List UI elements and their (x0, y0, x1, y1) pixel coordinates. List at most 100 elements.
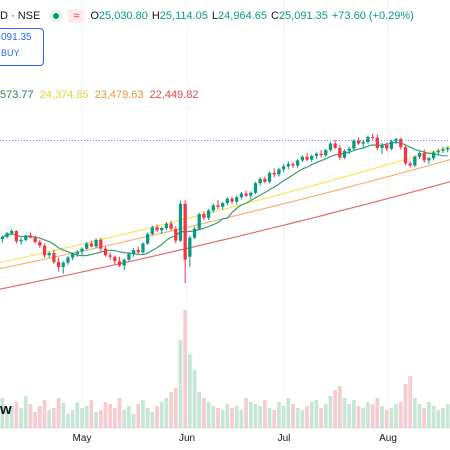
chart-header: D · NSE ≈ O 25,030.80 H 25,114.05 L 24,964.… (0, 8, 418, 24)
candle-body (10, 231, 14, 234)
candle-body (436, 150, 440, 153)
volume-bar (127, 406, 131, 428)
candle-body (33, 237, 37, 243)
volume-bar (131, 414, 136, 428)
tradingview-logo-fragment: w (0, 401, 12, 418)
volume-bar (37, 406, 42, 428)
candle-body (342, 150, 347, 158)
volume-bar (295, 408, 300, 428)
buy-button[interactable]: 091.35 BUY (0, 28, 44, 66)
volume-bar (267, 408, 272, 428)
candle-body (47, 253, 51, 256)
volume-bar (361, 408, 366, 428)
volume-bar (80, 408, 84, 428)
volume-bar (436, 410, 441, 428)
change-value: +73.60 (+0.29%) (331, 10, 414, 22)
volume-bar (19, 408, 23, 428)
candle-body (314, 153, 319, 157)
ma3-value: 23,479.63 (94, 89, 144, 101)
candle-body (263, 178, 267, 182)
volume-bar (394, 404, 398, 428)
volume-bar (262, 400, 267, 428)
candle-body (249, 192, 253, 196)
volume-bar (366, 402, 370, 428)
close-value: 25,091.35 (278, 10, 328, 22)
volume-bar (14, 402, 19, 428)
candle-body (244, 193, 248, 196)
close-key: C (270, 10, 279, 22)
volume-bar (286, 398, 291, 428)
candle-body (80, 248, 84, 252)
volume-bar (291, 404, 295, 428)
volume-bar (155, 406, 159, 428)
volume-bar (216, 408, 220, 428)
volume-bar (28, 404, 33, 428)
wave-icon[interactable]: ≈ (68, 9, 85, 23)
candle-body (371, 136, 375, 138)
candle-body (253, 183, 258, 193)
candle-body (141, 243, 145, 253)
volume-bar (183, 310, 188, 428)
candle-body (0, 236, 4, 240)
candle-body (338, 147, 342, 158)
volume-bar (337, 386, 342, 428)
volume-bar (9, 406, 14, 428)
volume-bar (225, 404, 230, 428)
candle-body (352, 140, 356, 149)
candle-body (258, 178, 262, 184)
candle-body (221, 203, 225, 207)
low-key: L (211, 10, 219, 22)
candle-body (89, 243, 94, 247)
grid-lines (0, 0, 450, 429)
volume-bar (136, 404, 141, 428)
volume-bar (389, 408, 394, 428)
candle-body (361, 142, 365, 144)
candle-body (211, 205, 215, 211)
high-value: 25,114.05 (159, 10, 208, 22)
candle-body (131, 250, 136, 254)
candle-body (99, 239, 103, 249)
candle-body (328, 143, 333, 151)
candle-body (356, 140, 361, 144)
volume-bar (408, 376, 413, 428)
symbol-label[interactable]: D · NSE (0, 10, 41, 22)
candle-body (380, 145, 384, 148)
volume-bar (323, 404, 328, 428)
candle-body (103, 248, 108, 256)
volume-bar (239, 410, 244, 428)
volume-bar (202, 398, 206, 428)
candle-body (169, 223, 173, 229)
candle-body (296, 160, 300, 166)
volume-bar (197, 392, 202, 428)
volume-bar (122, 410, 127, 428)
volume-bar (342, 398, 347, 428)
candle-body (375, 137, 379, 148)
x-tick-aug: Aug (379, 433, 397, 444)
volume-bar (328, 396, 333, 428)
volume-bar (417, 404, 422, 428)
volume-bar (0, 398, 5, 428)
candle-body (5, 233, 9, 237)
ma1-value: 573.77 (0, 89, 34, 101)
candle-body (42, 245, 47, 256)
candle-body (61, 262, 65, 268)
volume-bar (33, 412, 38, 428)
candle-body (155, 227, 159, 231)
volume-bar (305, 406, 309, 428)
volume-bar (94, 412, 98, 428)
candle-body (235, 197, 239, 202)
volume-bar (98, 410, 103, 428)
volume-bar (192, 370, 197, 428)
candle-body (28, 235, 33, 238)
volume-bar (84, 406, 89, 428)
candle-body (216, 205, 220, 207)
candle-body (14, 231, 19, 242)
moving-average-lines (0, 141, 450, 290)
candle-body (417, 153, 422, 157)
candle-body (239, 193, 244, 198)
volume-bar (164, 398, 169, 428)
market-status-icon[interactable] (50, 10, 63, 22)
volume-bar (422, 408, 427, 428)
volume-bar (56, 398, 61, 428)
